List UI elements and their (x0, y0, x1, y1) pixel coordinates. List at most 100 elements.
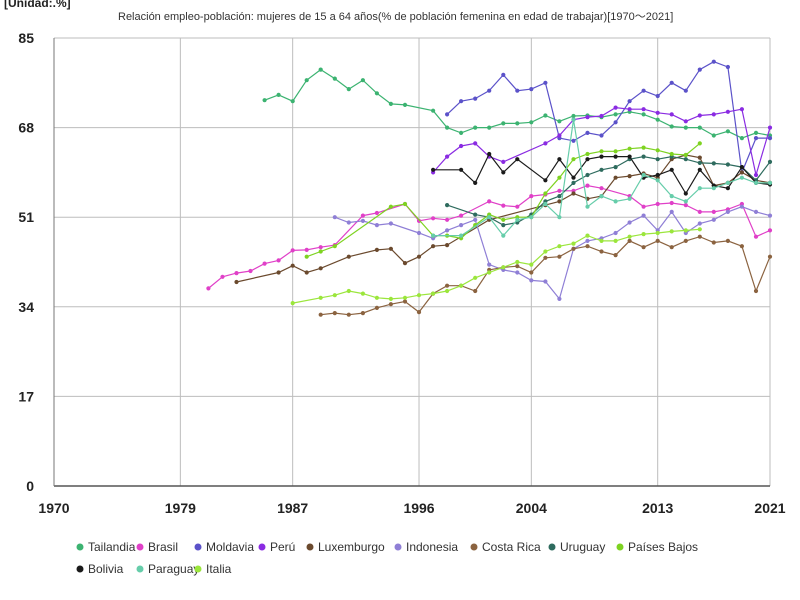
data-point (683, 88, 688, 93)
data-point (290, 99, 295, 104)
data-point (431, 233, 436, 238)
data-point (683, 203, 688, 208)
legend-item: Luxemburgo (306, 540, 385, 554)
series-costa-rica (318, 234, 773, 317)
legend-item: Tailandia (76, 540, 136, 554)
data-point (416, 293, 422, 298)
series-indonesia (332, 204, 773, 301)
y-tick-label: 85 (18, 30, 34, 46)
data-point (697, 209, 702, 214)
data-point (557, 296, 562, 301)
data-point (641, 204, 646, 209)
data-point (459, 143, 464, 149)
data-point (669, 245, 674, 250)
data-point (416, 230, 422, 236)
data-point (543, 201, 548, 207)
data-point (543, 279, 548, 284)
legend-item: Perú (258, 540, 295, 554)
data-point (655, 117, 660, 122)
x-tick-label: 2021 (754, 500, 785, 516)
data-point (739, 170, 745, 175)
data-point (501, 233, 506, 238)
data-point (739, 107, 745, 112)
data-point (739, 244, 745, 249)
data-point (655, 110, 660, 115)
data-point (543, 178, 548, 183)
unit-label: [Unidad:.%] (4, 0, 71, 10)
data-point (557, 244, 562, 249)
data-point (332, 76, 337, 81)
data-point (431, 108, 436, 113)
data-point (655, 238, 660, 243)
data-point (388, 221, 393, 226)
y-tick-label: 0 (26, 478, 34, 494)
data-point (711, 133, 716, 138)
series-line (292, 228, 700, 304)
data-point (585, 151, 590, 157)
data-point (683, 119, 688, 124)
data-point (445, 154, 450, 159)
data-point (753, 172, 759, 178)
data-point (725, 180, 731, 185)
series-italia (290, 227, 702, 306)
data-point (374, 305, 379, 310)
data-point (697, 227, 702, 232)
x-tick-label: 1970 (38, 500, 69, 516)
data-point (655, 230, 660, 236)
data-point (220, 274, 225, 279)
data-point (473, 212, 478, 217)
data-point (753, 234, 759, 239)
series-lines (206, 59, 773, 317)
data-point (697, 186, 702, 191)
data-point (501, 265, 506, 270)
data-point (725, 64, 731, 70)
legend-marker (136, 543, 144, 551)
y-tick-label: 34 (18, 299, 34, 315)
data-point (304, 247, 309, 252)
data-point (683, 238, 688, 243)
legend-label: Perú (270, 540, 295, 554)
data-point (262, 261, 267, 266)
data-point (206, 286, 211, 291)
data-point (697, 67, 702, 72)
data-point (767, 159, 773, 164)
data-point (515, 204, 520, 209)
data-point (711, 59, 716, 64)
data-point (599, 133, 604, 138)
legend-label: Indonesia (406, 540, 458, 554)
data-point (487, 262, 492, 267)
data-point (445, 112, 450, 117)
series-tailandia (262, 67, 773, 141)
data-point (753, 130, 759, 135)
legend-marker (136, 565, 144, 573)
data-point (487, 270, 492, 275)
data-point (599, 149, 604, 154)
data-point (641, 172, 646, 178)
data-point (585, 238, 590, 243)
data-point (332, 215, 337, 220)
data-point (641, 145, 646, 150)
data-point (655, 201, 660, 207)
data-point (445, 288, 450, 294)
data-point (529, 278, 534, 283)
data-point (669, 112, 674, 117)
legend-label: Tailandia (88, 540, 136, 554)
legend-marker (76, 543, 84, 551)
data-point (543, 255, 548, 260)
data-point (529, 120, 534, 125)
data-point (697, 167, 702, 172)
data-point (641, 213, 646, 218)
data-point (697, 125, 702, 130)
data-point (459, 223, 464, 228)
data-point (529, 194, 534, 199)
data-point (585, 172, 590, 178)
data-point (669, 167, 674, 172)
data-point (388, 204, 393, 209)
data-point (585, 183, 590, 188)
data-point (613, 154, 618, 159)
series-moldavia (445, 59, 773, 175)
data-point (585, 130, 590, 135)
data-point (501, 217, 506, 222)
data-point (739, 175, 745, 180)
data-point (725, 186, 731, 191)
